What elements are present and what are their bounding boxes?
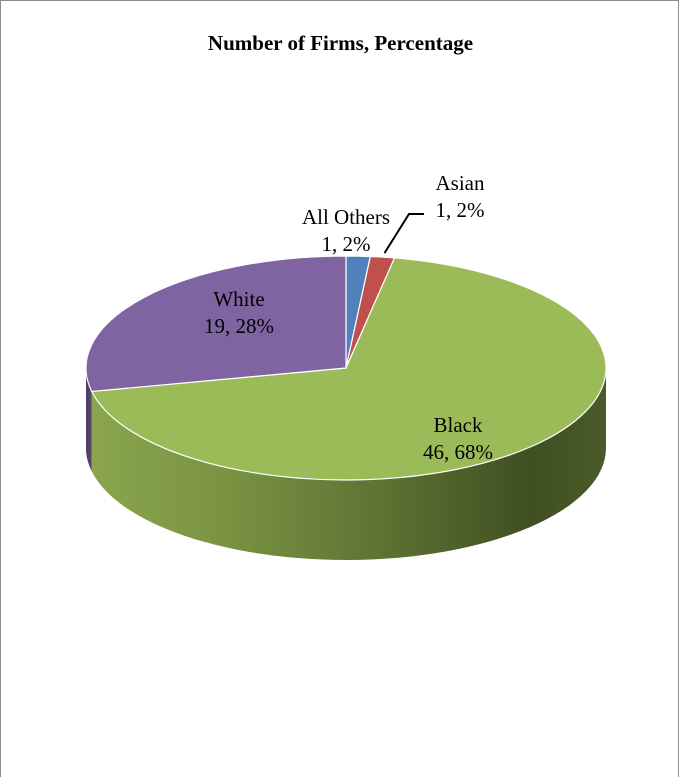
leader-line-asian xyxy=(383,213,424,254)
chart-title: Number of Firms, Percentage xyxy=(207,31,474,55)
pie-side-black xyxy=(91,368,606,560)
leader-lines xyxy=(383,213,424,254)
slice-labels: All Others 1, 2% Asian 1, 2% Black 46, 68% Whi… xyxy=(204,171,493,464)
pie-side-walls xyxy=(86,368,606,560)
pie-side-white xyxy=(86,368,92,472)
data-label-all-others: All Others 1, 2% xyxy=(302,205,390,256)
pie-slice-black xyxy=(91,257,607,481)
data-label-asian: Asian 1, 2% xyxy=(436,171,485,222)
data-label-black: Black 46, 68% xyxy=(423,413,493,464)
pie-slices xyxy=(85,255,607,481)
data-label-white: White 19, 28% xyxy=(204,287,274,338)
pie-slice-white xyxy=(85,255,347,393)
